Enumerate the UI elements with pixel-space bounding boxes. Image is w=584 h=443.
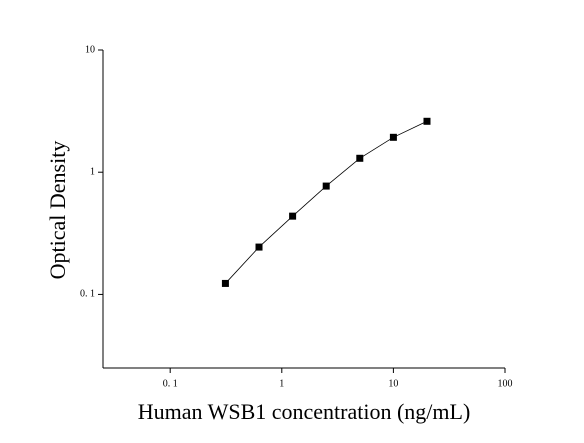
data-point (356, 154, 364, 162)
data-point (322, 182, 330, 190)
data-point (389, 133, 397, 141)
data-point (255, 243, 263, 251)
data-point (221, 279, 229, 287)
y-tick-label: 10 (85, 44, 95, 55)
data-point (289, 212, 297, 220)
x-axis-title: Human WSB1 concentration (ng/mL) (138, 399, 471, 424)
y-tick-label: 1 (90, 167, 95, 178)
x-tick-label: 10 (388, 378, 398, 389)
data-line (225, 120, 428, 284)
x-tick-label: 100 (498, 378, 513, 389)
data-point (423, 117, 431, 125)
x-tick-label: 0. 1 (163, 378, 178, 389)
y-tick-label: 0. 1 (80, 289, 95, 300)
y-axis-title: Optical Density (45, 141, 70, 280)
x-tick-label: 1 (279, 378, 284, 389)
